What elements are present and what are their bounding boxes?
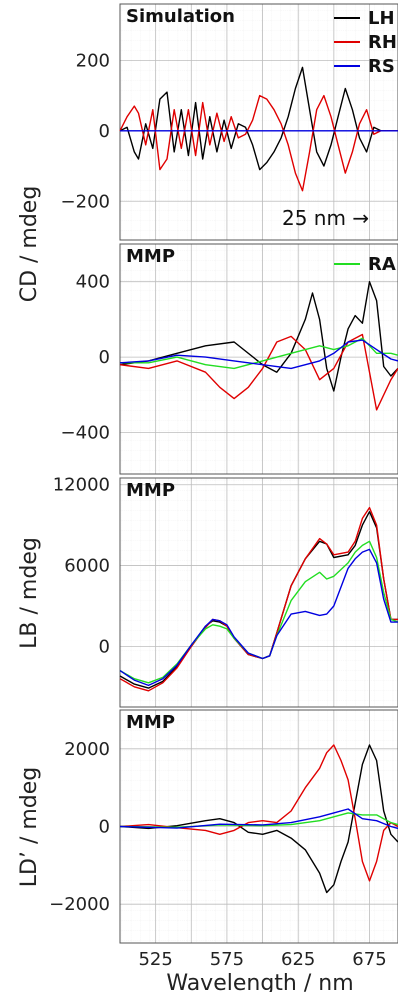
minor-grid — [120, 4, 398, 240]
legend-label: RS — [368, 56, 395, 77]
panel-title: MMP — [126, 246, 175, 267]
y-tick-label: 12000 — [53, 475, 110, 496]
panel-4: −2000 0 2000 MMP — [49, 709, 398, 944]
y-axis-label: LD’ / mdeg — [17, 767, 42, 887]
series-line-rh — [119, 744, 398, 882]
y-tick-label: 0 — [99, 817, 110, 838]
y-tick-label: −2000 — [49, 894, 110, 915]
y-axis-label: LB / mdeg — [17, 537, 42, 649]
y-tick-label: 0 — [99, 121, 110, 142]
plot-frame — [119, 477, 398, 708]
legend-label: LH — [368, 8, 395, 29]
shift-annotation: 25 nm → — [282, 206, 369, 230]
legend-label: RA — [368, 254, 396, 275]
y-tick-label: −400 — [61, 423, 110, 444]
series-line-rs — [119, 548, 398, 687]
legend-label: RH — [368, 32, 397, 53]
panel-title: MMP — [126, 480, 175, 501]
y-tick-label: −200 — [61, 191, 110, 212]
y-tick-label: 0 — [99, 636, 110, 657]
series-line-rh — [119, 333, 398, 411]
minor-grid — [120, 478, 398, 707]
panel-2: −400 0 400 MMP — [61, 243, 398, 475]
series-line-lh — [119, 744, 398, 894]
legend-top: LH RH RS — [334, 8, 397, 77]
panel-title: Simulation — [126, 6, 235, 27]
plot-frame — [119, 3, 398, 241]
y-tick-label: 0 — [99, 347, 110, 368]
x-tick-label: 575 — [210, 949, 244, 970]
series-line-rh — [119, 94, 398, 192]
minor-grid — [120, 244, 398, 474]
series-line-lh — [119, 281, 398, 392]
series-line-rs — [119, 339, 398, 370]
panel-1: −200 0 200 Simulation — [61, 3, 398, 241]
x-tick-label: 525 — [138, 949, 172, 970]
series-line-lh — [119, 66, 398, 171]
y-tick-label: 2000 — [64, 739, 110, 760]
panel-title: MMP — [126, 712, 175, 733]
y-tick-label: 6000 — [64, 556, 110, 577]
series-line-rs — [119, 808, 398, 830]
y-tick-label: 200 — [76, 50, 110, 71]
x-axis-label: Wavelength / nm — [166, 971, 353, 992]
y-tick-label: 400 — [76, 272, 110, 293]
x-tick-label: 675 — [352, 949, 386, 970]
x-tick-label: 625 — [281, 949, 315, 970]
plot-frame — [119, 243, 398, 475]
series-line-ra — [120, 337, 398, 370]
legend-mmp: RA — [334, 254, 396, 275]
y-axis-label: CD / mdeg — [17, 186, 42, 303]
panel-3: 0 6000 12000 MMP — [53, 475, 398, 708]
